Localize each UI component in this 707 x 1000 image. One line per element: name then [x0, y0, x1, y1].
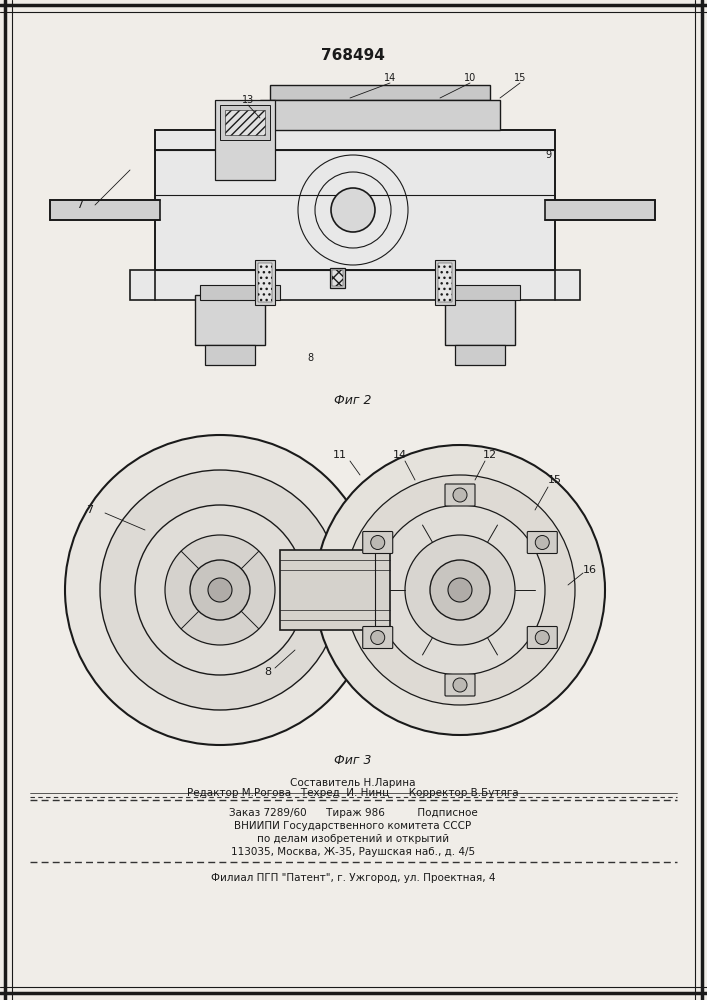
- Text: 14: 14: [384, 73, 396, 83]
- Circle shape: [453, 678, 467, 692]
- Circle shape: [465, 102, 475, 112]
- Text: 113035, Москва, Ж-35, Раушская наб., д. 4/5: 113035, Москва, Ж-35, Раушская наб., д. …: [231, 847, 475, 857]
- Circle shape: [535, 631, 549, 645]
- Bar: [225, 110, 265, 135]
- Circle shape: [331, 188, 375, 232]
- Bar: [280, 550, 390, 630]
- Bar: [444, 88, 456, 100]
- Text: 7: 7: [76, 200, 83, 210]
- Text: 7: 7: [86, 505, 93, 515]
- Circle shape: [315, 445, 605, 735]
- Text: Фиг 2: Фиг 2: [334, 393, 372, 406]
- Text: 13: 13: [242, 95, 254, 105]
- Text: по делам изобретений и открытий: по делам изобретений и открытий: [257, 834, 449, 844]
- Bar: [437, 95, 453, 125]
- FancyBboxPatch shape: [445, 674, 475, 696]
- Circle shape: [315, 102, 325, 112]
- Circle shape: [340, 102, 350, 112]
- Circle shape: [440, 102, 450, 112]
- Bar: [195, 295, 265, 345]
- Bar: [445, 295, 515, 345]
- Circle shape: [448, 578, 472, 602]
- Text: Редактор М.Рогова   Техред  И. Нинц      Корректор В.Бутяга: Редактор М.Рогова Техред И. Нинц Коррект…: [187, 788, 519, 798]
- Circle shape: [290, 102, 300, 112]
- Text: 14: 14: [393, 450, 407, 460]
- Text: 15: 15: [548, 475, 562, 485]
- Bar: [412, 95, 428, 125]
- Circle shape: [390, 102, 400, 112]
- Bar: [440, 285, 520, 300]
- Text: 11: 11: [333, 450, 347, 460]
- Circle shape: [135, 505, 305, 675]
- Bar: [387, 95, 403, 125]
- Bar: [255, 260, 275, 305]
- Text: Заказ 7289/60      Тираж 986          Подписное: Заказ 7289/60 Тираж 986 Подписное: [228, 808, 477, 818]
- FancyBboxPatch shape: [363, 626, 392, 648]
- Bar: [344, 88, 356, 100]
- Text: ВНИИПИ Государственного комитета СССР: ВНИИПИ Государственного комитета СССР: [235, 821, 472, 831]
- Bar: [200, 285, 280, 300]
- Circle shape: [415, 102, 425, 112]
- Bar: [394, 88, 406, 100]
- Bar: [419, 88, 431, 100]
- FancyBboxPatch shape: [527, 626, 557, 648]
- Bar: [312, 95, 328, 125]
- Text: Филиал ПГП "Патент", г. Ужгород, ул. Проектная, 4: Филиал ПГП "Патент", г. Ужгород, ул. Про…: [211, 873, 495, 883]
- Circle shape: [535, 536, 549, 550]
- FancyBboxPatch shape: [527, 532, 557, 554]
- Bar: [258, 263, 272, 302]
- Circle shape: [100, 470, 340, 710]
- Bar: [332, 270, 343, 286]
- Text: 15: 15: [514, 73, 526, 83]
- Circle shape: [405, 535, 515, 645]
- Bar: [469, 88, 481, 100]
- Bar: [215, 100, 275, 180]
- Bar: [155, 150, 555, 270]
- Circle shape: [370, 631, 385, 645]
- Text: 9: 9: [545, 150, 551, 160]
- Bar: [260, 100, 500, 130]
- FancyBboxPatch shape: [363, 532, 392, 554]
- Text: Фиг 3: Фиг 3: [334, 754, 372, 766]
- Bar: [220, 105, 270, 140]
- Circle shape: [430, 560, 490, 620]
- Text: Составитель Н.Ларина: Составитель Н.Ларина: [291, 778, 416, 788]
- Text: 8: 8: [307, 353, 313, 363]
- Text: 16: 16: [583, 565, 597, 575]
- Circle shape: [345, 475, 575, 705]
- Bar: [438, 263, 452, 302]
- FancyBboxPatch shape: [445, 484, 475, 506]
- Circle shape: [190, 560, 250, 620]
- Bar: [319, 88, 331, 100]
- Bar: [337, 95, 353, 125]
- Bar: [50, 200, 160, 220]
- Bar: [545, 200, 655, 220]
- Circle shape: [370, 536, 385, 550]
- Circle shape: [375, 505, 545, 675]
- Text: 8: 8: [264, 667, 271, 677]
- Bar: [330, 268, 345, 288]
- Circle shape: [165, 535, 275, 645]
- Bar: [155, 130, 555, 150]
- Text: 12: 12: [483, 450, 497, 460]
- Text: 10: 10: [464, 73, 476, 83]
- Bar: [270, 85, 490, 100]
- Text: 768494: 768494: [321, 47, 385, 62]
- Bar: [455, 345, 505, 365]
- Bar: [287, 95, 303, 125]
- Bar: [435, 260, 455, 305]
- Circle shape: [208, 578, 232, 602]
- Circle shape: [453, 488, 467, 502]
- Bar: [462, 95, 478, 125]
- Bar: [205, 345, 255, 365]
- Circle shape: [65, 435, 375, 745]
- Bar: [294, 88, 306, 100]
- Bar: [130, 270, 580, 300]
